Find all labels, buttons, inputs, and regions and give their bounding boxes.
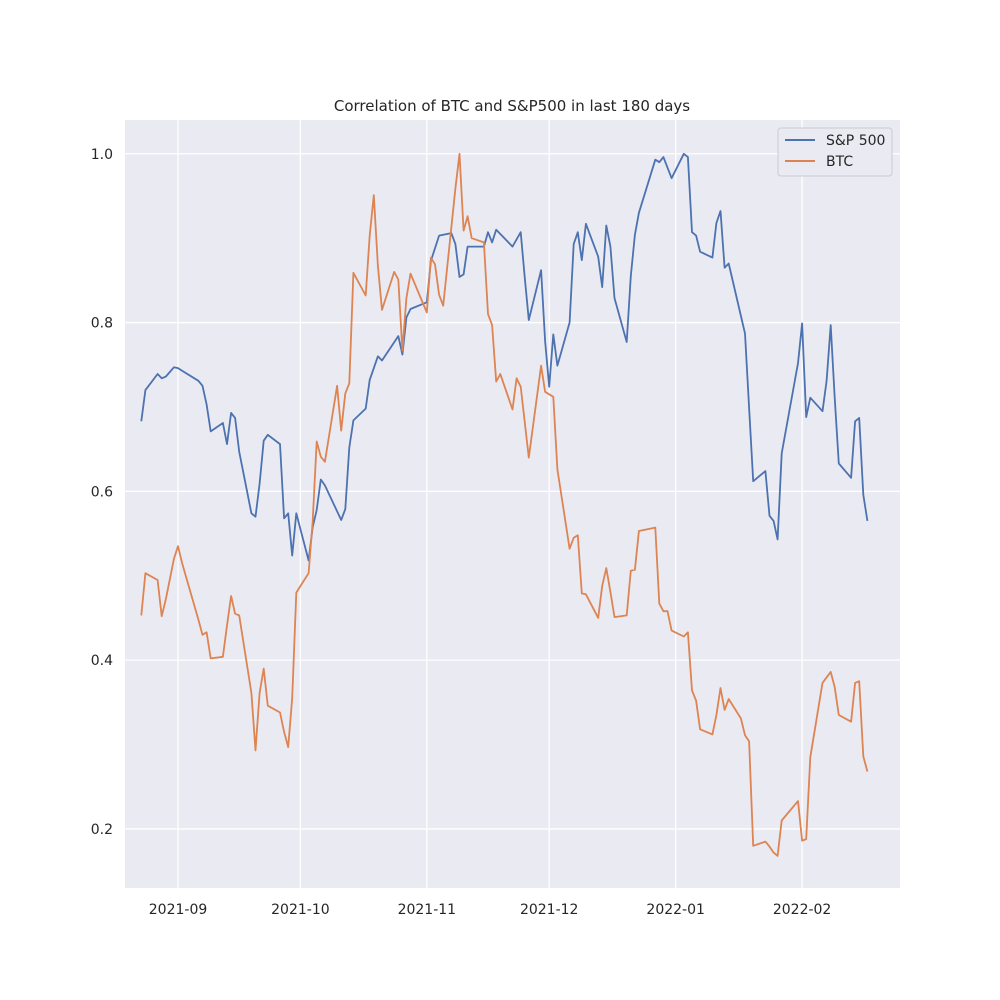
- plot-area: [125, 120, 900, 888]
- x-tick-label: 2022-01: [646, 902, 705, 918]
- series-line-btc: [140, 152, 869, 857]
- series-lines: [140, 152, 869, 857]
- y-tick-label: 0.4: [91, 653, 113, 669]
- grid: [125, 120, 900, 888]
- legend-label: BTC: [826, 154, 853, 170]
- x-tick-label: 2021-10: [271, 902, 330, 918]
- x-tick-label: 2021-09: [149, 902, 208, 918]
- y-tick-label: 0.8: [91, 316, 113, 332]
- legend: S&P 500 BTC: [777, 127, 893, 177]
- legend-label: S&P 500: [826, 133, 885, 149]
- series-line-sp500: [140, 152, 869, 562]
- y-tick-label: 1.0: [91, 147, 113, 163]
- x-tick-label: 2022-02: [773, 902, 832, 918]
- x-tick-label: 2021-11: [398, 902, 457, 918]
- chart-title: Correlation of BTC and S&P500 in last 18…: [334, 97, 690, 115]
- tick-labels: 2021-09 2021-10 2021-11 2021-12 2022-01 2022-…: [91, 147, 832, 918]
- y-tick-label: 0.6: [91, 484, 113, 500]
- y-tick-label: 0.2: [91, 822, 113, 838]
- x-tick-label: 2021-12: [520, 902, 579, 918]
